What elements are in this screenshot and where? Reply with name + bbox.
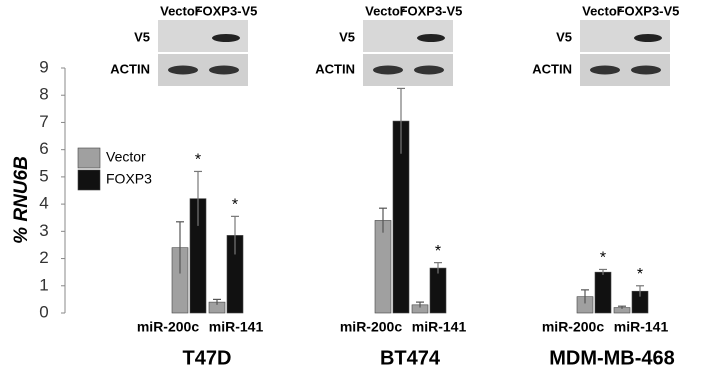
- blot-band: [212, 34, 240, 42]
- x-tick-label: miR-200c: [542, 319, 604, 335]
- blot-band: [631, 65, 661, 75]
- y-tick-label: 2: [39, 248, 48, 267]
- blot-band: [373, 65, 403, 75]
- x-tick-label: miR-141: [614, 319, 669, 335]
- significance-marker: *: [232, 197, 238, 214]
- y-tick-label: 0: [39, 302, 48, 321]
- legend-label: FOXP3: [106, 171, 152, 187]
- significance-marker: *: [195, 152, 201, 169]
- blot-column-label: FOXP3-V5: [400, 3, 463, 18]
- x-tick-label: miR-200c: [137, 319, 199, 335]
- y-tick-label: 4: [39, 194, 48, 213]
- group-label: BT474: [380, 347, 441, 369]
- blot-row-label: ACTIN: [315, 61, 355, 76]
- x-tick-label: miR-200c: [340, 319, 402, 335]
- blot-column-label: Vector: [160, 3, 200, 18]
- bar: [374, 220, 392, 314]
- blot-band: [168, 65, 198, 75]
- blot-column-label: Vector: [365, 3, 405, 18]
- blot-band: [209, 65, 239, 75]
- y-tick-label: 8: [39, 85, 48, 104]
- y-axis-label: % RNU6B: [11, 156, 32, 244]
- blot-band: [417, 34, 445, 42]
- group-label: T47D: [183, 347, 232, 369]
- y-tick-label: 7: [39, 112, 48, 131]
- blot-band: [414, 65, 444, 75]
- y-tick-label: 1: [39, 275, 48, 294]
- y-tick-label: 6: [39, 139, 48, 158]
- y-tick-label: 9: [39, 57, 48, 76]
- y-tick-label: 5: [39, 166, 48, 185]
- bar: [594, 271, 612, 314]
- significance-marker: *: [637, 266, 643, 283]
- legend-swatch: [77, 147, 101, 169]
- x-tick-label: miR-141: [209, 319, 264, 335]
- blot-row-label: ACTIN: [110, 61, 150, 76]
- x-tick-label: miR-141: [412, 319, 467, 335]
- blot-column-label: FOXP3-V5: [617, 3, 680, 18]
- blot-column-label: Vector: [582, 3, 622, 18]
- blot-row-label: V5: [339, 29, 355, 44]
- blot-band: [634, 34, 662, 42]
- blot-band: [590, 65, 620, 75]
- significance-marker: *: [435, 243, 441, 260]
- blot-column-label: FOXP3-V5: [195, 3, 258, 18]
- significance-marker: *: [600, 250, 606, 267]
- legend-label: Vector: [106, 149, 146, 165]
- y-tick-label: 3: [39, 221, 48, 240]
- blot-row-label: V5: [134, 29, 150, 44]
- blot-row-label: V5: [556, 29, 572, 44]
- group-label: MDM-MB-468: [549, 347, 675, 369]
- blot-row-label: ACTIN: [532, 61, 572, 76]
- bar: [429, 267, 447, 314]
- legend-swatch: [77, 169, 101, 191]
